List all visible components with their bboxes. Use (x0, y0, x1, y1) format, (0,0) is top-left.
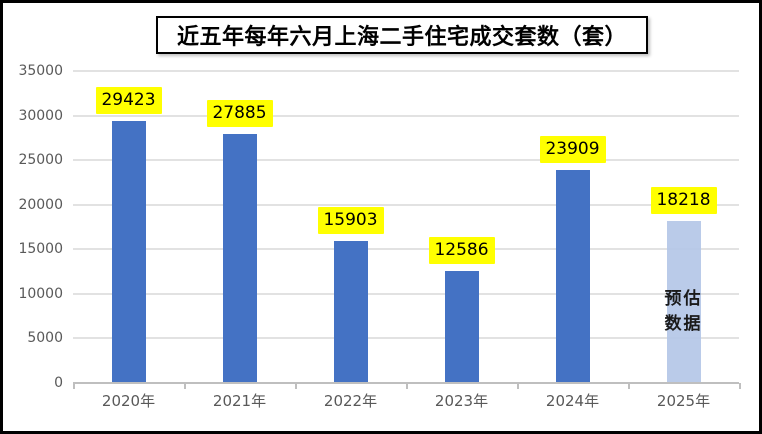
bar (444, 271, 479, 383)
y-axis-tick-label: 0 (54, 375, 63, 391)
bar (333, 241, 368, 383)
chart-title: 近五年每年六月上海二手住宅成交套数（套） (176, 24, 627, 49)
y-axis-tick-label: 5000 (27, 330, 63, 347)
estimate-annotation-line: 预估 (664, 289, 703, 308)
x-axis-category-label: 2023年 (434, 392, 489, 410)
bar (555, 170, 590, 383)
x-axis-tick (184, 383, 186, 389)
x-axis-tick (406, 383, 408, 389)
chart-title-box: 近五年每年六月上海二手住宅成交套数（套） (156, 16, 648, 54)
data-label: 18218 (650, 187, 717, 214)
bar (222, 134, 257, 383)
data-label: 23909 (539, 136, 606, 163)
x-axis-tick (73, 383, 75, 389)
estimate-annotation-line: 数据 (664, 314, 703, 333)
bar (111, 121, 146, 383)
gridline (73, 70, 739, 72)
x-axis-tick (739, 383, 741, 389)
gridline (73, 248, 739, 251)
x-axis-category-label: 2025年 (656, 392, 711, 410)
x-axis-category-label: 2024年 (545, 392, 600, 410)
gridline (73, 159, 739, 162)
data-label: 27885 (206, 100, 273, 127)
x-axis-category-label: 2020年 (101, 392, 156, 410)
gridline (73, 292, 739, 295)
data-label: 29423 (95, 87, 162, 114)
y-axis-tick-label: 35000 (18, 63, 63, 79)
x-axis-category-label: 2022年 (323, 392, 378, 410)
y-axis-tick-label: 30000 (18, 107, 63, 124)
x-axis-tick (628, 383, 630, 389)
x-axis-line (73, 382, 739, 384)
data-label: 15903 (317, 207, 384, 234)
x-axis-category-label: 2021年 (212, 392, 267, 410)
y-axis-tick-label: 20000 (18, 196, 63, 213)
gridline (73, 203, 739, 206)
gridline (73, 114, 739, 117)
y-axis-tick-label: 15000 (18, 241, 63, 258)
y-axis-tick-label: 10000 (18, 285, 63, 302)
bar-estimated (666, 221, 701, 383)
y-axis-tick-label: 25000 (18, 152, 63, 169)
x-axis-tick (517, 383, 519, 389)
data-label: 12586 (428, 237, 495, 264)
gridline (73, 337, 739, 340)
x-axis-tick (295, 383, 297, 389)
estimate-annotation: 预估 数据 (628, 286, 739, 336)
